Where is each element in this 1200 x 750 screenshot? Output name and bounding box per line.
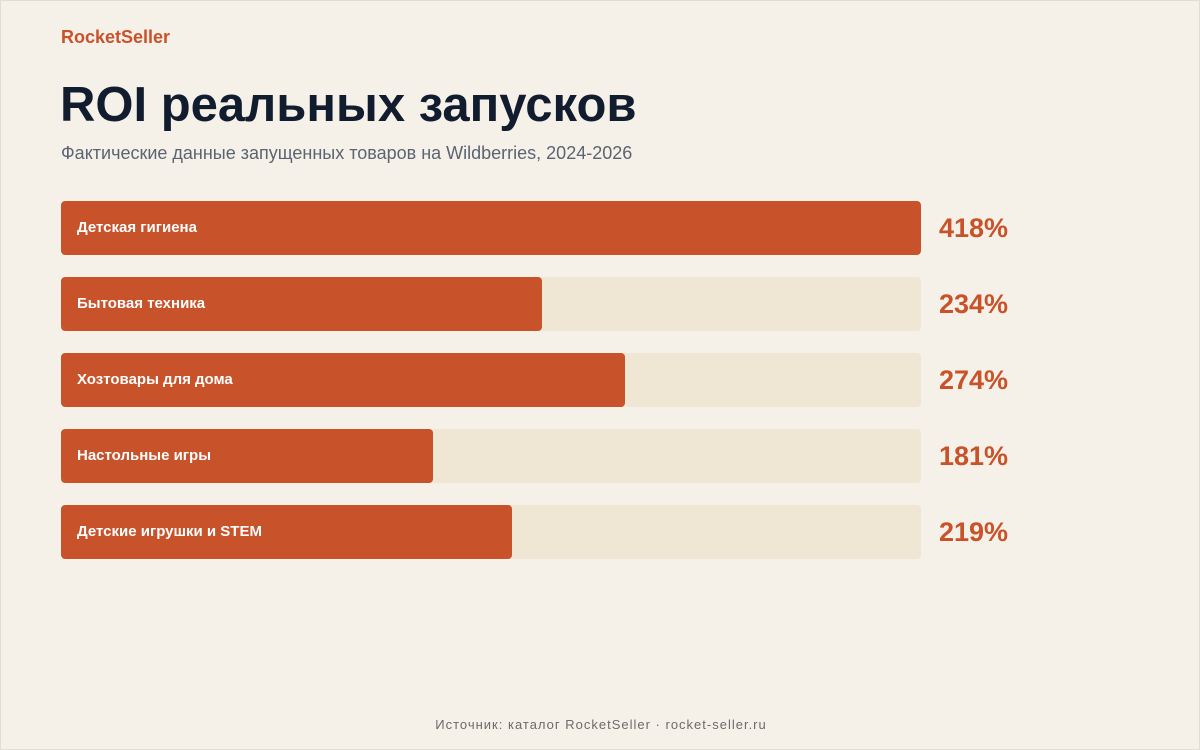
bar-category-label: Настольные игры (77, 447, 212, 464)
brand-logo-text: RocketSeller (61, 27, 171, 47)
bar-value-label: 219% (939, 517, 1009, 547)
bar-track: Детские игрушки и STEM (61, 505, 921, 559)
bar-fill (61, 429, 433, 483)
chart-subtitle: Фактические данные запущенных товаров на… (61, 143, 633, 163)
bar-value-label: 274% (939, 365, 1009, 395)
bar-value-label: 418% (939, 213, 1009, 243)
bar-category-label: Детские игрушки и STEM (77, 523, 262, 540)
bar-value-label: 234% (939, 289, 1009, 319)
chart-title: ROI реальных запусков (60, 78, 637, 132)
bar-track: Настольные игры (61, 429, 921, 483)
bar-value-label: 181% (939, 441, 1009, 471)
bar-track: Бытовая техника (61, 277, 921, 331)
bar-category-label: Бытовая техника (77, 295, 206, 312)
bar-fill (61, 505, 512, 559)
bar-fill (61, 201, 921, 255)
bar-category-label: Детская гигиена (77, 219, 197, 236)
bar-fill (61, 353, 625, 407)
bar-track: Хозтовары для дома (61, 353, 921, 407)
source-footer: Источник: каталог RocketSeller · rocket-… (435, 717, 767, 732)
bar-track: Детская гигиена (61, 201, 921, 255)
bar-fill (61, 277, 542, 331)
bar-category-label: Хозтовары для дома (77, 371, 233, 388)
